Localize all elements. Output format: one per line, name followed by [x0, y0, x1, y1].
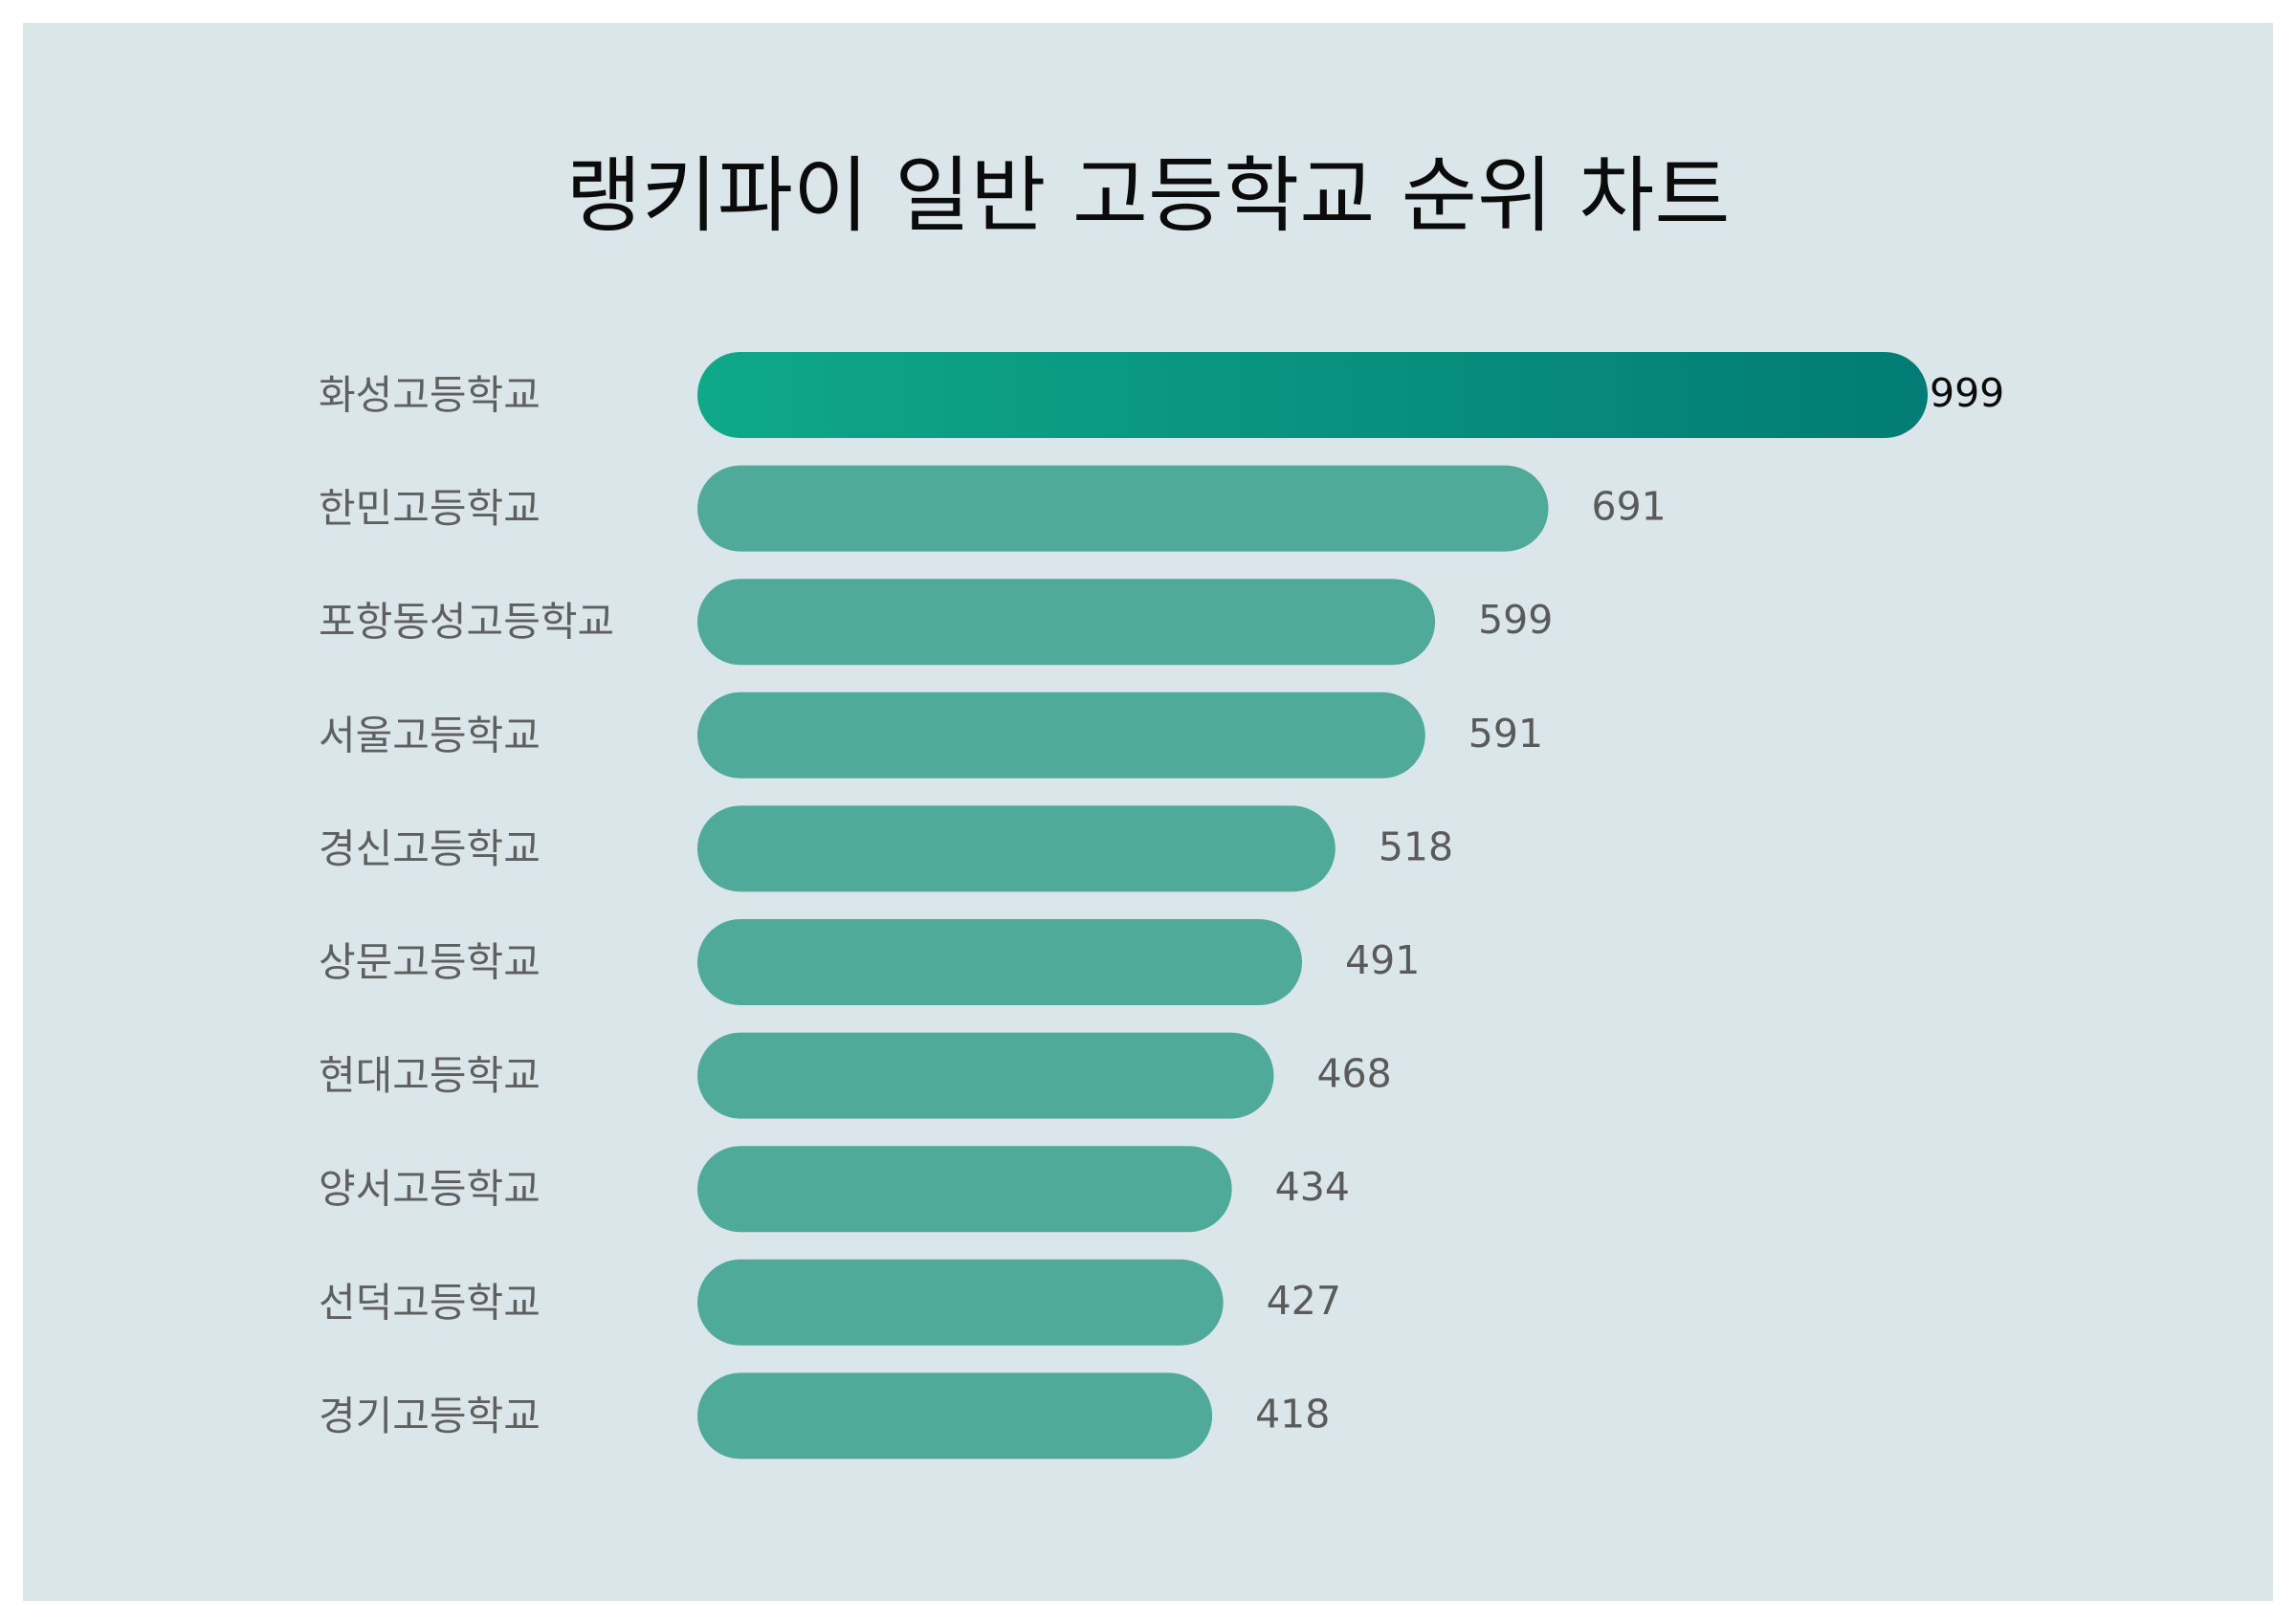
category-label: 화성고등학교: [319, 372, 541, 419]
value-label: 491: [1345, 937, 1420, 983]
category-label: 상문고등학교: [319, 939, 541, 986]
bar: [697, 352, 1928, 438]
bar: [697, 579, 1436, 666]
value-label: 999: [1930, 370, 2004, 416]
bar: [697, 1372, 1213, 1459]
bar: [697, 1259, 1224, 1346]
category-label: 경기고등학교: [319, 1393, 541, 1439]
category-label: 양서고등학교: [319, 1166, 541, 1213]
category-label: 한민고등학교: [319, 485, 541, 532]
value-label: 418: [1255, 1391, 1330, 1437]
chart-title: 랭키파이 일반 고등학교 순위 차트: [565, 148, 1731, 244]
category-label: 선덕고등학교: [319, 1279, 541, 1326]
category-label: 서울고등학교: [319, 712, 541, 758]
bar: [697, 805, 1336, 892]
bar: [697, 1146, 1232, 1233]
value-label: 591: [1468, 711, 1543, 757]
category-label: 포항동성고등학교: [319, 599, 614, 646]
bar: [697, 1032, 1274, 1119]
bars-layer: 화성고등학교 999 한민고등학교 691 포항동성고등학교 599 서울고등학교 591 경신…: [319, 352, 2004, 1459]
bar: [697, 465, 1549, 552]
value-label: 691: [1592, 484, 1667, 530]
bar: [697, 919, 1303, 1005]
value-label: 427: [1267, 1278, 1341, 1324]
value-label: 468: [1316, 1051, 1391, 1097]
value-label: 599: [1478, 597, 1553, 643]
category-label: 현대고등학교: [319, 1052, 541, 1099]
value-label: 518: [1379, 823, 1453, 869]
bar: [697, 691, 1425, 779]
value-label: 434: [1275, 1164, 1350, 1210]
category-label: 경신고등학교: [319, 825, 541, 872]
